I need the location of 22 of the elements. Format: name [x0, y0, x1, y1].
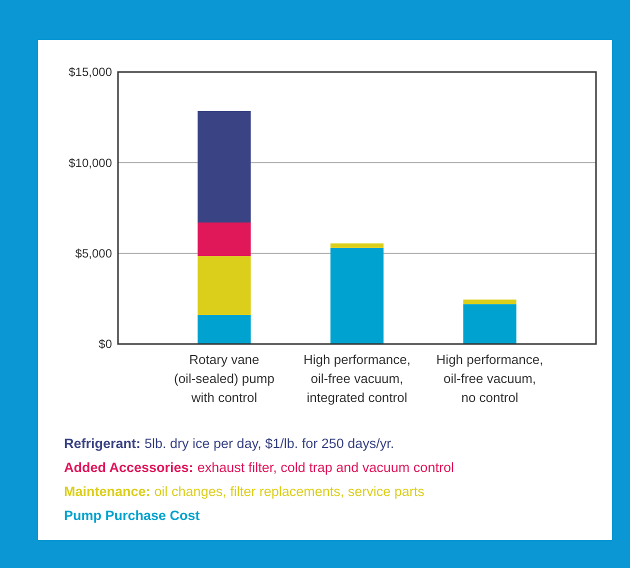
text: oil changes, filter replacements, service parts [154, 484, 425, 499]
bar [330, 243, 384, 248]
y-tick-label: $5,000 [75, 246, 112, 261]
text: Maintenance: [64, 484, 150, 499]
bar [198, 314, 251, 344]
x-tick-label: High performance, oil-free vacuum, integrated control [304, 352, 410, 405]
y-tick-label: $15,000 [68, 65, 112, 80]
text: Pump Purchase Cost [64, 508, 200, 523]
x-tick-label: Rotary vane (oil-sealed) pump with control [174, 352, 274, 405]
bar [330, 248, 384, 344]
text: 5lb. dry ice per day, $1/lb. for 250 days/yr. [144, 436, 394, 451]
y-tick-label: $0 [98, 337, 112, 352]
x-tick-label: High performance, oil-free vacuum, no control [436, 352, 544, 405]
text: Added Accessories: [64, 460, 194, 475]
bar [198, 222, 251, 256]
bar [463, 300, 516, 304]
text: Refrigerant: [64, 436, 141, 451]
y-tick-label: $10,000 [68, 156, 112, 170]
bar [198, 256, 251, 315]
text: exhaust filter, cold trap and vacuum control [197, 460, 454, 475]
bar [463, 304, 516, 344]
bar [198, 110, 251, 223]
